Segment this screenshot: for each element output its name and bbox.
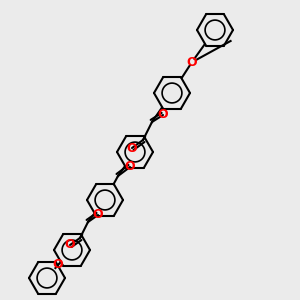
- Text: O: O: [93, 208, 103, 221]
- Text: O: O: [125, 160, 135, 173]
- Text: O: O: [53, 259, 63, 272]
- Text: O: O: [158, 109, 168, 122]
- Text: O: O: [127, 142, 137, 154]
- Text: O: O: [65, 238, 75, 251]
- Text: O: O: [187, 56, 197, 68]
